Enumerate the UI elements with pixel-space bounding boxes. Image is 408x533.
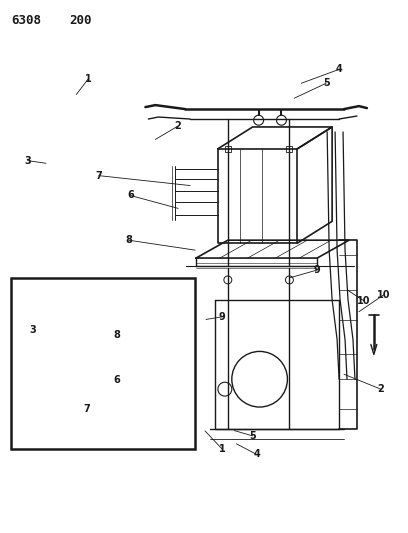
Text: 5: 5 [249,431,256,441]
Text: 1: 1 [85,74,92,84]
Text: 4: 4 [253,449,260,459]
Bar [225,146,231,152]
Bar [11,278,195,449]
Text: 6308: 6308 [11,14,41,27]
Text: 200: 200 [69,14,91,27]
Text: 4: 4 [336,64,342,74]
Text: 9: 9 [219,312,226,322]
Text: 9: 9 [314,265,321,275]
Text: 7: 7 [83,405,90,415]
Text: 8: 8 [113,330,120,340]
Text: 10: 10 [377,290,390,300]
Text: 3: 3 [30,325,37,335]
Text: 2: 2 [377,384,384,394]
Bar [286,146,293,152]
Text: 6: 6 [127,190,134,200]
Text: 10: 10 [357,296,371,306]
Text: 5: 5 [323,78,330,88]
Text: 3: 3 [24,156,31,166]
Text: 8: 8 [125,235,132,245]
Text: 6: 6 [113,375,120,385]
Text: 7: 7 [95,171,102,181]
Text: 1: 1 [219,444,225,454]
Text: 2: 2 [174,121,181,131]
